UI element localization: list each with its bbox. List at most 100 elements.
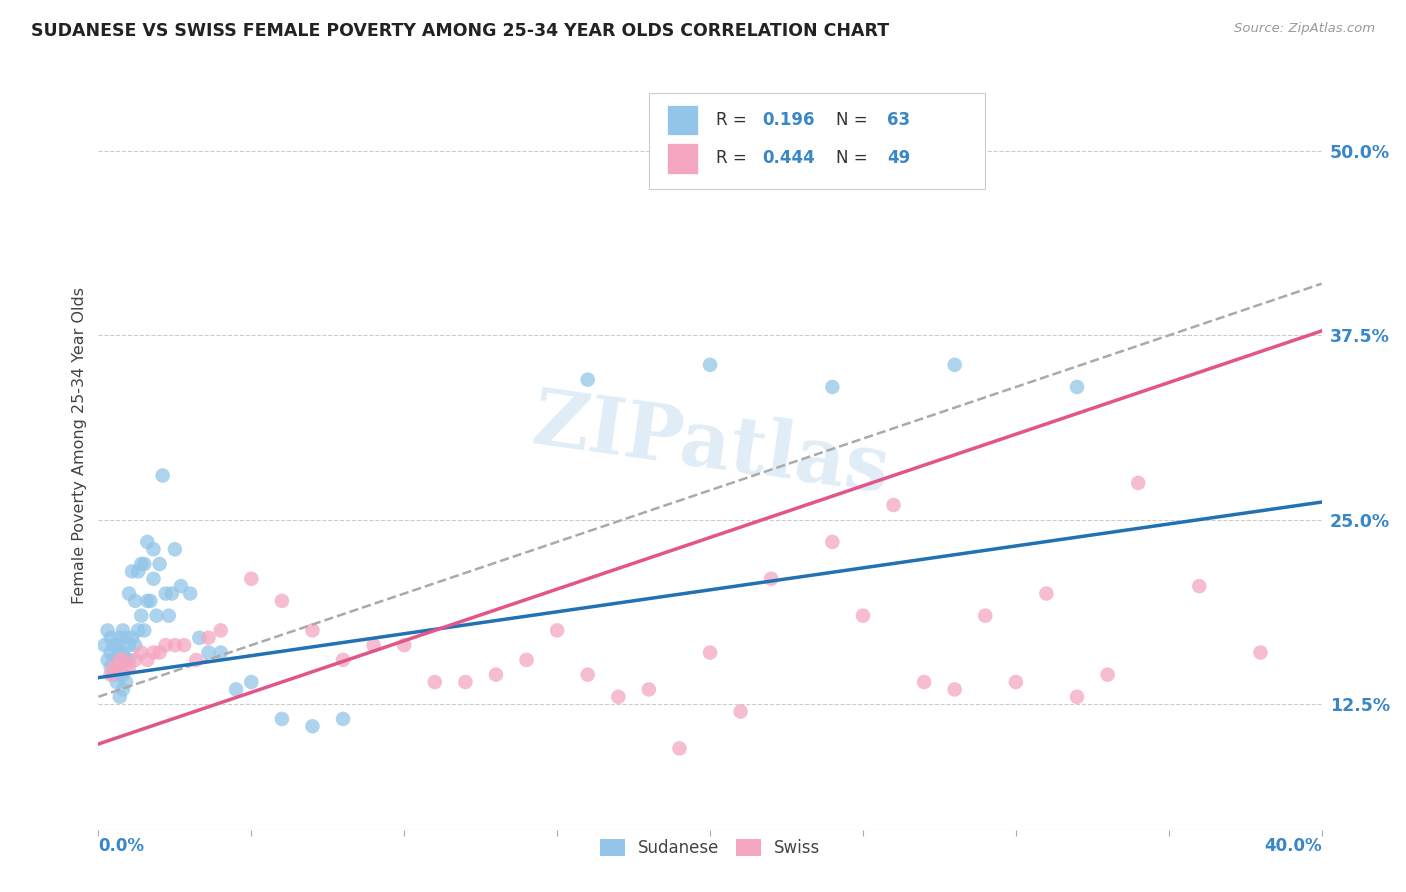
Point — [124, 653, 146, 667]
Point — [730, 705, 752, 719]
Point — [100, 631, 122, 645]
Point — [100, 646, 122, 660]
Point — [136, 653, 159, 667]
Point — [225, 682, 247, 697]
Point — [155, 586, 177, 600]
Point — [332, 712, 354, 726]
Point — [134, 624, 156, 638]
Point — [301, 624, 323, 638]
Point — [118, 660, 141, 674]
Point — [142, 572, 165, 586]
Point — [93, 638, 115, 652]
Point — [115, 675, 138, 690]
Y-axis label: Female Poverty Among 25-34 Year Olds: Female Poverty Among 25-34 Year Olds — [72, 287, 87, 605]
Point — [454, 675, 477, 690]
Point — [883, 498, 905, 512]
Point — [821, 380, 844, 394]
Point — [1066, 380, 1088, 394]
Point — [124, 594, 146, 608]
Point — [943, 682, 966, 697]
Point — [152, 468, 174, 483]
Point — [111, 667, 134, 681]
Point — [240, 675, 263, 690]
Point — [160, 586, 183, 600]
Point — [111, 646, 134, 660]
Point — [912, 675, 935, 690]
Point — [103, 653, 125, 667]
Text: N =: N = — [837, 111, 873, 129]
Point — [546, 624, 568, 638]
Point — [699, 358, 721, 372]
Point — [118, 653, 141, 667]
Point — [115, 653, 138, 667]
Point — [209, 624, 232, 638]
Point — [111, 624, 134, 638]
Point — [115, 631, 138, 645]
Point — [129, 646, 152, 660]
Point — [392, 638, 416, 652]
Point — [1128, 475, 1150, 490]
Point — [157, 608, 180, 623]
Point — [149, 646, 172, 660]
Point — [108, 653, 131, 667]
Point — [270, 594, 292, 608]
Point — [108, 646, 131, 660]
Point — [1035, 586, 1057, 600]
Point — [188, 631, 211, 645]
Point — [103, 660, 125, 674]
Text: 40.0%: 40.0% — [1264, 837, 1322, 855]
Point — [105, 638, 128, 652]
Point — [179, 586, 201, 600]
Point — [943, 358, 966, 372]
Point — [124, 638, 146, 652]
Point — [186, 653, 208, 667]
Point — [163, 542, 186, 557]
Point — [103, 667, 125, 681]
Point — [139, 594, 162, 608]
Point — [111, 653, 134, 667]
Point — [149, 557, 172, 571]
Point — [100, 667, 122, 681]
Point — [136, 535, 159, 549]
FancyBboxPatch shape — [668, 104, 697, 136]
Point — [108, 631, 131, 645]
Point — [197, 646, 219, 660]
Point — [759, 572, 782, 586]
Point — [170, 579, 193, 593]
Point — [637, 682, 661, 697]
Point — [668, 741, 690, 756]
Point — [516, 653, 538, 667]
FancyBboxPatch shape — [648, 93, 986, 189]
Point — [163, 638, 186, 652]
Point — [108, 667, 131, 681]
Point — [121, 631, 143, 645]
Point — [423, 675, 446, 690]
Point — [136, 594, 159, 608]
Point — [974, 608, 997, 623]
Legend: Sudanese, Swiss: Sudanese, Swiss — [593, 832, 827, 863]
Point — [111, 682, 134, 697]
Text: 0.444: 0.444 — [762, 149, 815, 168]
Text: ZIPatlas: ZIPatlas — [527, 384, 893, 508]
Text: N =: N = — [837, 149, 873, 168]
Point — [127, 565, 149, 579]
FancyBboxPatch shape — [668, 143, 697, 174]
Point — [105, 675, 128, 690]
Text: Source: ZipAtlas.com: Source: ZipAtlas.com — [1234, 22, 1375, 36]
Text: R =: R = — [716, 111, 752, 129]
Point — [852, 608, 875, 623]
Point — [118, 586, 141, 600]
Point — [1066, 690, 1088, 704]
Point — [1188, 579, 1211, 593]
Point — [576, 373, 599, 387]
Point — [105, 660, 128, 674]
Text: 0.0%: 0.0% — [98, 837, 145, 855]
Point — [145, 608, 167, 623]
Point — [240, 572, 263, 586]
Point — [142, 646, 165, 660]
Point — [485, 667, 508, 681]
Point — [363, 638, 385, 652]
Point — [1097, 667, 1119, 681]
Point — [1249, 646, 1271, 660]
Text: 0.196: 0.196 — [762, 111, 815, 129]
